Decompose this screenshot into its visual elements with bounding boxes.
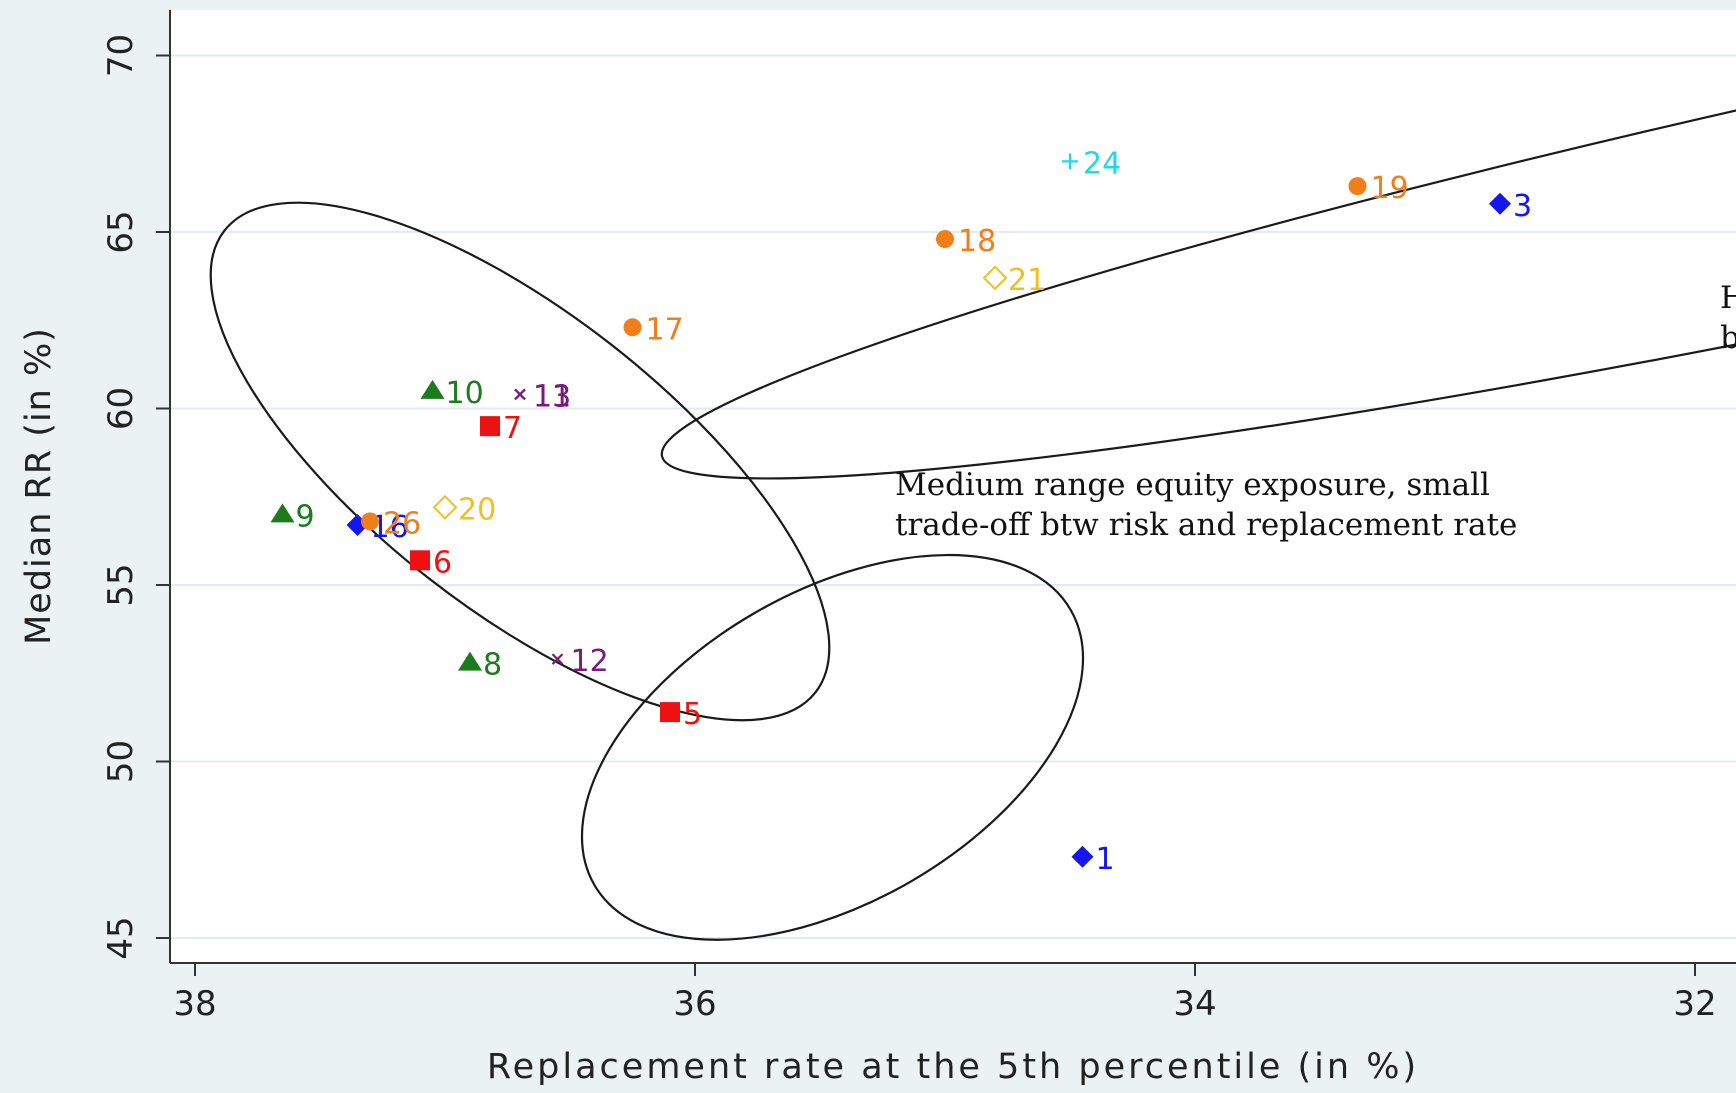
x-tick-label-2: 34 [1173,984,1216,1024]
point-3-1-label: 3 [1513,189,1532,224]
y-tick-label-2: 55 [101,563,141,606]
point-12-12-label: 12 [571,644,609,679]
point-24-24-label: 24 [1083,146,1121,181]
point-7-6-marker [480,416,500,436]
y-tick-label-4: 65 [101,210,141,253]
y-tick-label-5: 70 [101,34,141,77]
point-26-19-marker [361,512,379,530]
point-19-18-marker [1349,177,1367,195]
point-6-5-label: 6 [433,545,452,580]
annotation-1-line-1: trade-off btw risk and replacement rate [895,507,1517,543]
point-13-13-label: 13 [533,379,571,414]
x-tick-label-1: 36 [673,984,716,1024]
point-10-9-label: 10 [446,376,484,411]
x-tick-label-0: 38 [173,984,216,1024]
annotation-0-line-1: between risk and replacement rate [1720,320,1736,356]
point-20-20-label: 20 [458,492,496,527]
point-17-16-marker [624,318,642,336]
point-18-17-label: 18 [958,224,996,259]
y-tick-label-0: 45 [101,916,141,959]
point-9-8-label: 9 [296,499,315,534]
point-5-4-label: 5 [683,697,702,732]
y-axis-title: Median RR (in %) [19,327,59,645]
point-7-6-label: 7 [503,411,522,446]
annotation-1-line-0: Medium range equity exposure, small [895,467,1490,503]
point-8-7-label: 8 [483,648,502,683]
point-19-18-label: 19 [1371,171,1409,206]
x-tick-label-3: 32 [1673,984,1716,1024]
point-1-0-label: 1 [1096,842,1115,877]
point-21-21-label: 21 [1008,263,1046,298]
point-18-17-marker [936,230,954,248]
y-tick-label-1: 50 [101,740,141,783]
y-tick-label-3: 60 [101,387,141,430]
annotation-0-line-0: High equity exposure, large trade-off [1720,280,1736,316]
point-6-5-marker [410,550,430,570]
point-26-19-label: 26 [383,506,421,541]
x-axis-title: Replacement rate at the 5th percentile (… [487,1047,1419,1087]
point-5-4-marker [660,702,680,722]
point-17-16-label: 17 [646,312,684,347]
